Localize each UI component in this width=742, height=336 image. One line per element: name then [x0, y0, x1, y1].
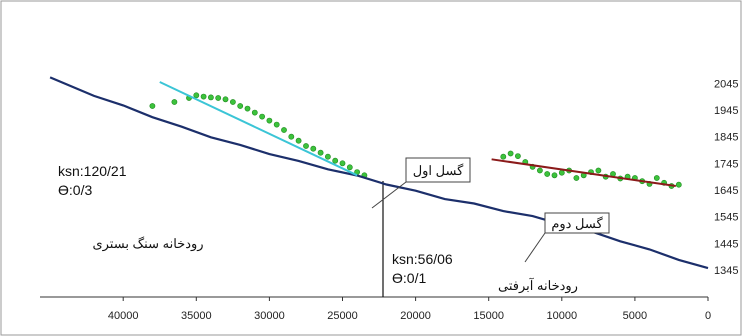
- profile-point: [507, 150, 514, 157]
- profile-point: [551, 172, 558, 179]
- profile-point: [222, 96, 229, 103]
- profile-point: [229, 99, 236, 105]
- profile-point: [149, 103, 156, 109]
- profile-point: [595, 167, 602, 174]
- profile-point: [171, 99, 178, 105]
- profile-point: [332, 157, 339, 164]
- fault1-callout-text: گسل اول: [413, 163, 464, 179]
- y-tick-label: 1945: [714, 105, 738, 117]
- profile-point: [317, 149, 324, 156]
- y-tick-label: 2045: [714, 78, 738, 90]
- profile-point: [244, 105, 251, 112]
- theta-label-upper: Ө:0/3: [58, 182, 92, 198]
- profile-point: [675, 181, 682, 188]
- profile-point: [200, 93, 207, 100]
- bedrock-river-label: رودخانه سنگ بستری: [92, 236, 203, 252]
- fault2-callout-leader: [524, 232, 546, 263]
- profile-point: [544, 171, 551, 177]
- ksn-label-lower: ksn:56/06: [392, 251, 453, 267]
- y-tick-label: 1545: [714, 212, 738, 224]
- profile-point: [346, 164, 353, 171]
- fit-line-lower: [491, 158, 676, 187]
- profile-point: [266, 117, 273, 124]
- x-tick-label: 25000: [327, 310, 358, 322]
- x-tick-label: 40000: [108, 310, 139, 322]
- profile-point: [500, 153, 507, 160]
- fault2-callout-text: گسل دوم: [551, 216, 603, 232]
- longitudinal-profile-line: [49, 76, 709, 270]
- profile-point: [215, 95, 222, 101]
- profile-point: [324, 153, 331, 160]
- y-tick-label: 1645: [714, 185, 738, 197]
- profile-point: [537, 167, 543, 174]
- profile-point: [251, 109, 258, 116]
- profile-point: [237, 103, 244, 109]
- fault2-callout-box: [544, 212, 610, 234]
- fit-line-upper: [159, 81, 358, 177]
- y-tick-label: 1445: [714, 238, 738, 250]
- profile-point: [339, 160, 346, 167]
- fault1-callout-box: [405, 157, 471, 183]
- x-tick-labels: 40000 35000 30000 25000 20000 15000 10000 5000 0: [108, 297, 711, 322]
- profile-point: [558, 169, 565, 176]
- y-tick-labels: 2045 1945 1845 1745 1645 1545 1445 1345: [714, 78, 738, 277]
- x-tick-label: 10000: [547, 310, 578, 322]
- x-tick-label: 35000: [181, 310, 212, 322]
- x-tick-label: 20000: [400, 310, 431, 322]
- ksn-label-upper: ksn:120/21: [58, 163, 127, 179]
- profile-point: [653, 175, 660, 181]
- x-tick-label: 30000: [254, 310, 285, 322]
- profile-point: [295, 137, 302, 144]
- profile-point: [207, 94, 214, 101]
- y-tick-label: 1745: [714, 158, 738, 170]
- y-tick-label: 1345: [714, 265, 738, 277]
- profile-point: [515, 153, 521, 159]
- theta-label-lower: Ө:0/1: [392, 270, 426, 286]
- x-tick-label: 5000: [623, 310, 647, 322]
- fault1-callout-leader: [371, 181, 407, 209]
- profile-point: [281, 127, 287, 133]
- alluvial-river-label: رودخانه آبرفتی: [498, 277, 578, 294]
- y-tick-label: 1845: [714, 132, 738, 144]
- profile-point: [303, 143, 309, 149]
- profile-point: [193, 92, 200, 99]
- profile-point: [573, 175, 580, 181]
- profile-point: [259, 113, 265, 120]
- x-tick-label: 15000: [473, 310, 504, 322]
- profile-point: [273, 121, 280, 128]
- profile-point: [310, 145, 317, 152]
- profile-point: [288, 133, 295, 140]
- x-tick-label: 0: [705, 310, 711, 322]
